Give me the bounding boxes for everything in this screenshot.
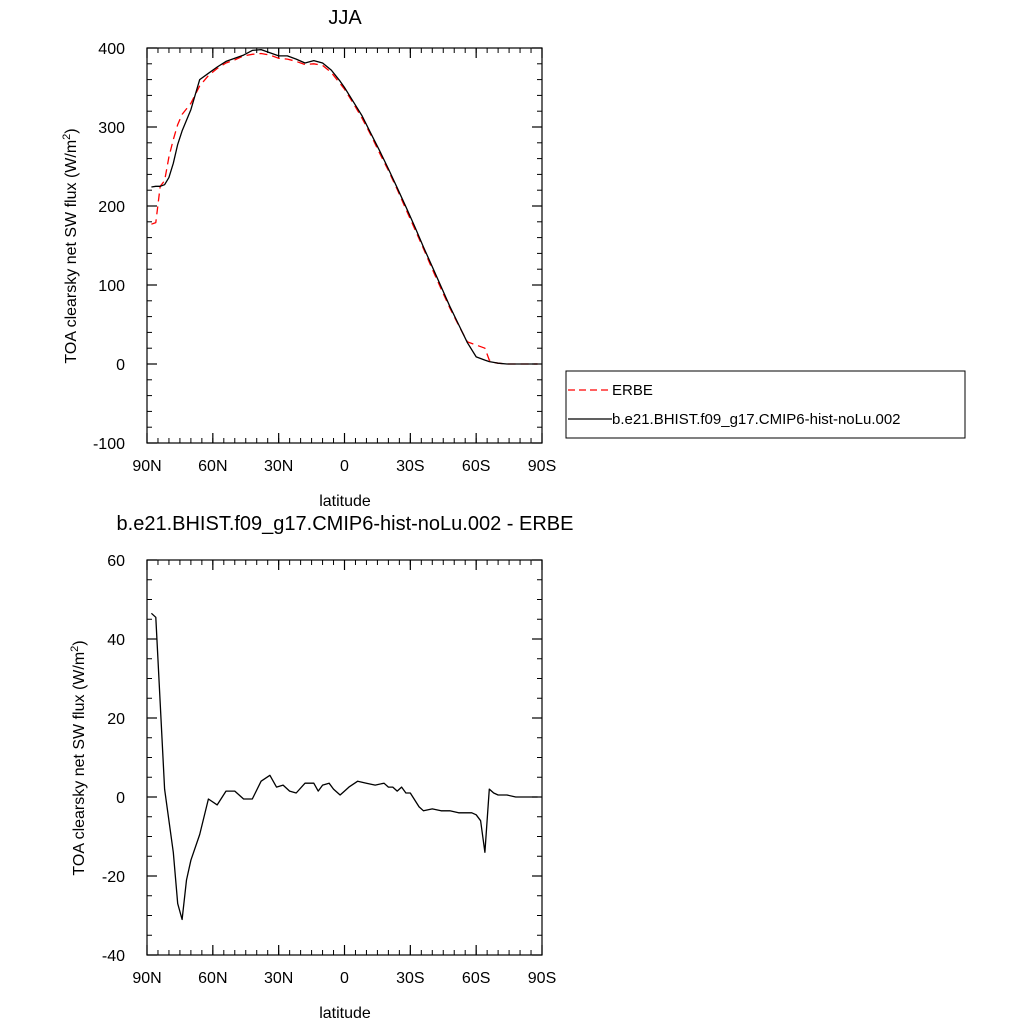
top-y-tick-label: 100: [98, 278, 125, 295]
top-x-tick-label: 30S: [396, 458, 424, 475]
bottom-yaxis-label-sup: 2: [69, 646, 81, 652]
bottom-x-tick-label: 30N: [264, 970, 293, 987]
bottom-y-tick-label: 0: [116, 790, 125, 807]
top-chart-title: JJA: [328, 7, 362, 29]
bottom-y-tick-label: 20: [107, 711, 125, 728]
legend: ERBE b.e21.BHIST.f09_g17.CMIP6-hist-noLu…: [565, 370, 966, 439]
bottom-yaxis-label-close: ): [71, 640, 88, 645]
top-xaxis-label: latitude: [319, 493, 371, 510]
top-series-line-b: [151, 48, 538, 365]
bottom-panel: b.e21.BHIST.f09_g17.CMIP6-hist-noLu.002 …: [69, 513, 573, 1022]
top-plot-area: 90N 60N 30N 0 30S 60S 90S 400 300 200 100 0 -100: [93, 41, 556, 475]
top-x-tick-label: 90N: [132, 458, 161, 475]
bottom-y-tick-label: 60: [107, 553, 125, 570]
bottom-y-tick-label: -20: [102, 869, 125, 886]
top-x-tick-label: 30N: [264, 458, 293, 475]
bottom-plot-frame: [146, 559, 543, 956]
bottom-yaxis-label-text: TOA clearsky net SW flux (W/m: [71, 652, 88, 876]
legend-label-model: b.e21.BHIST.f09_g17.CMIP6-hist-noLu.002: [612, 411, 901, 428]
top-y-tick-label: 0: [116, 357, 125, 374]
top-x-tick-label: 60N: [198, 458, 227, 475]
legend-label-erbe: ERBE: [612, 382, 653, 399]
bottom-plot-area: 90N 60N 30N 0 30S 60S 90S 60 40 20 0 -20 -40: [102, 553, 556, 987]
bottom-x-tick-label: 60N: [198, 970, 227, 987]
bottom-x-tick-label: 90N: [132, 970, 161, 987]
top-x-tick-label: 60S: [462, 458, 490, 475]
top-yaxis-label-text: TOA clearsky net SW flux (W/m: [63, 140, 80, 364]
top-series-line-erbe: [151, 52, 538, 365]
bottom-x-tick-label: 0: [340, 970, 349, 987]
top-y-tick-label: -100: [93, 436, 125, 453]
bottom-chart-title: b.e21.BHIST.f09_g17.CMIP6-hist-noLu.002 …: [117, 513, 574, 535]
bottom-x-tick-label: 90S: [528, 970, 556, 987]
top-y-tick-label: 200: [98, 199, 125, 216]
top-panel: JJA 90N 60N 30N 0 30S 60S 90S 400 300 200 100 0 -100…: [61, 7, 966, 510]
bottom-xaxis-label: latitude: [319, 1005, 371, 1022]
top-x-tick-label: 0: [340, 458, 349, 475]
top-x-tick-label: 90S: [528, 458, 556, 475]
bottom-series-line-difference: [150, 612, 538, 921]
top-y-tick-label: 300: [98, 120, 125, 137]
top-plot-frame: [146, 47, 543, 444]
top-yaxis-label-sup: 2: [61, 134, 73, 140]
bottom-y-tick-label: 40: [107, 632, 125, 649]
bottom-yaxis-label: TOA clearsky net SW flux (W/m2): [69, 640, 88, 875]
top-yaxis-label: TOA clearsky net SW flux (W/m2): [61, 128, 80, 363]
top-yaxis-label-close: ): [63, 128, 80, 133]
bottom-x-tick-label: 60S: [462, 970, 490, 987]
top-y-tick-label: 400: [98, 41, 125, 58]
legend-box: [565, 370, 966, 439]
bottom-y-tick-label: -40: [102, 948, 125, 965]
bottom-x-tick-label: 30S: [396, 970, 424, 987]
